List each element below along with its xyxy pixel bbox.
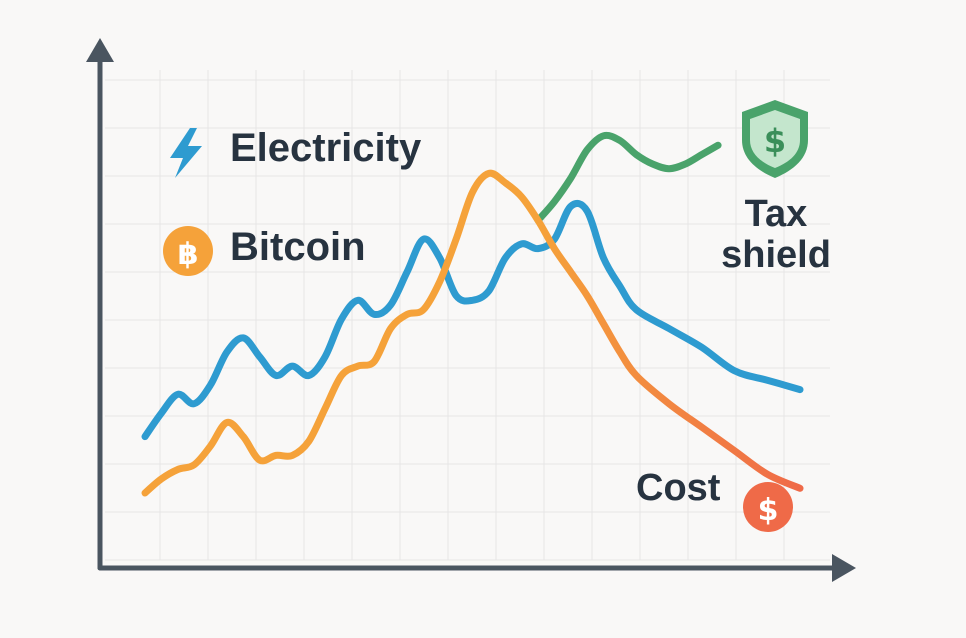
label-cost-text: Cost <box>636 467 721 509</box>
series-layer <box>141 131 804 497</box>
series-line-bitcoin <box>141 169 804 497</box>
legend-electricity: Electricity <box>170 126 422 178</box>
cost-dollar-symbol: $ <box>758 493 779 528</box>
shield-dollar-symbol: $ <box>764 122 786 160</box>
axes <box>86 38 856 582</box>
dollar-coin-icon <box>743 482 793 532</box>
lightning-bolt-icon <box>170 128 202 178</box>
shield-dollar-icon: $ <box>742 100 808 178</box>
label-tax-line2: shield <box>721 234 831 276</box>
label-cost: Cost $ <box>636 467 793 532</box>
series-line-tax-shield <box>534 131 722 224</box>
legend-label-bitcoin: Bitcoin <box>230 225 366 269</box>
label-tax-shield: $ Tax shield <box>721 100 831 276</box>
grid <box>105 70 830 561</box>
legend-label-electricity: Electricity <box>230 126 422 170</box>
y-axis-arrow-icon <box>86 38 114 62</box>
bitcoin-coin-icon <box>163 226 213 276</box>
label-tax-line1: Tax <box>745 193 808 235</box>
x-axis-arrow-icon <box>832 554 856 582</box>
series-line-electricity <box>141 199 804 441</box>
bitcoin-symbol: ฿ <box>178 237 199 272</box>
legend-bitcoin: ฿ Bitcoin <box>163 225 366 276</box>
